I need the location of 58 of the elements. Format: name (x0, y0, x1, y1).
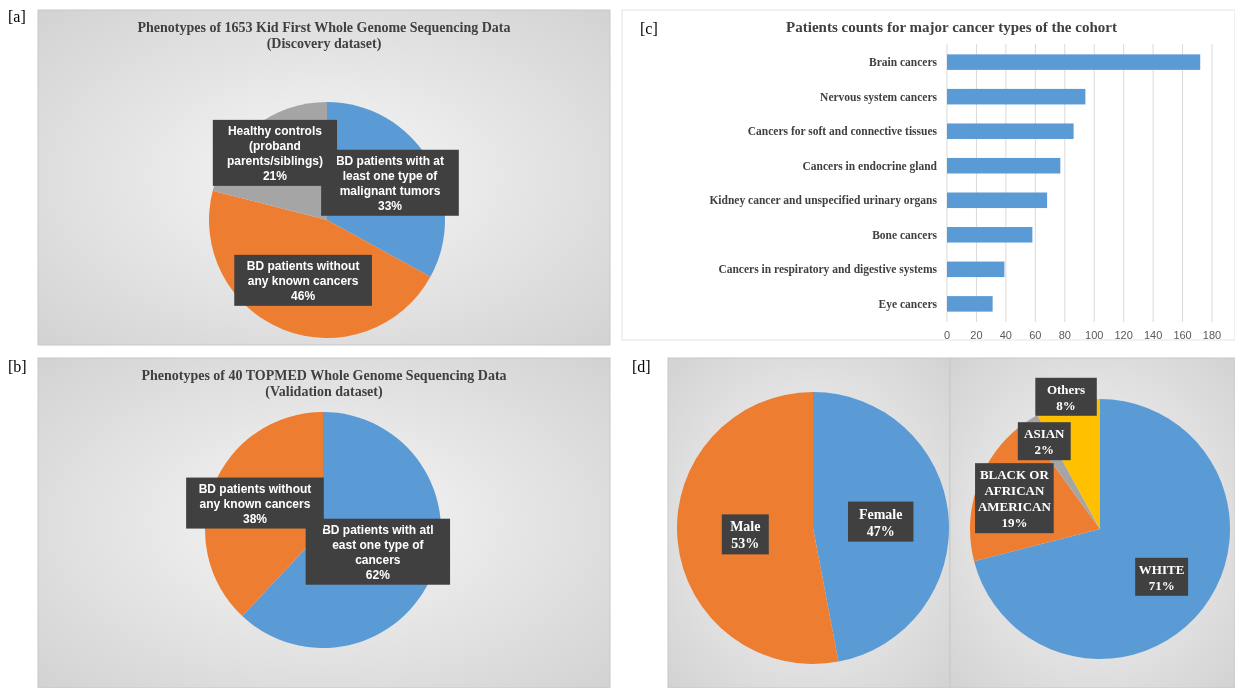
data-label: 71% (1148, 577, 1175, 593)
data-label: 47% (866, 523, 895, 539)
x-tick-label: 140 (1143, 329, 1163, 341)
data-label: 38% (242, 511, 268, 526)
y-tick-label: Eye cancers (878, 297, 938, 311)
y-tick-label: Bone cancers (872, 228, 938, 241)
bar (947, 157, 1061, 174)
y-tick-label: Cancers for soft and connective tissues (747, 125, 938, 138)
x-tick-label: 180 (1202, 329, 1222, 341)
data-label: 53% (731, 536, 760, 552)
text: [a] (8, 8, 26, 25)
data-label: 19% (1001, 515, 1028, 531)
y-tick-label: Cancers in endocrine gland (802, 159, 938, 173)
bar (947, 123, 1074, 139)
text: [c] (640, 20, 658, 37)
y-tick-label: Nervous system cancers (820, 90, 938, 104)
slice-label: BD patients with atl east one type of cancers (322, 522, 434, 567)
slice-label: BD patients without any known cancers (246, 258, 360, 288)
pie-slice (974, 399, 1230, 659)
bar (947, 227, 1033, 243)
data-label: 8% (1056, 397, 1076, 413)
x-tick-label: 100 (1085, 329, 1104, 341)
chart-title: Phenotypes of 1653 Kid First Whole Genome Sequencing Data (Discovery dataset) (137, 20, 511, 52)
slice-label: BLACK OR AFRICAN AMERICAN (977, 467, 1052, 515)
x-tick-label: 0 (943, 329, 951, 341)
data-label: 62% (365, 567, 391, 582)
y-tick-label: Brain cancers (868, 56, 938, 69)
x-tick-label: 160 (1173, 329, 1192, 341)
chart-title: Patients counts for major cancer types of the cohort (786, 19, 1117, 35)
slice-label: Male (730, 519, 761, 535)
pie-slice (677, 392, 839, 664)
text: [d] (632, 358, 651, 375)
slice-label: BD patients with at least one type of malignant tumors (335, 153, 444, 198)
x-tick-label: 20 (970, 329, 983, 341)
data-label: 33% (377, 198, 403, 213)
slice-label: Female (858, 506, 903, 522)
bar (947, 88, 1086, 105)
x-tick-label: 80 (1058, 329, 1071, 341)
bar (947, 54, 1201, 70)
y-tick-label: Cancers in respiratory and digestive systems (718, 263, 938, 277)
slice-label: WHITE (1138, 561, 1185, 577)
x-tick-label: 60 (1029, 329, 1042, 341)
y-tick-label: Kidney cancer and unspecified urinary organs (709, 194, 938, 208)
slice-label: BD patients without any known cancers (198, 481, 312, 511)
x-tick-label: 40 (999, 329, 1013, 341)
slice-label: ASIAN (1024, 426, 1066, 442)
chart-title: Phenotypes of 40 TOPMED Whole Genome Sequencing Data (Validation dataset) (141, 368, 507, 400)
text: [b] (8, 358, 27, 375)
data-label: 21% (262, 168, 288, 183)
pie-slice (813, 392, 949, 662)
data-label: 2% (1034, 442, 1055, 458)
x-tick-label: 120 (1114, 329, 1133, 341)
bar (947, 296, 993, 312)
data-label: 46% (291, 288, 316, 303)
bar (947, 192, 1048, 209)
bar (947, 261, 1005, 278)
slice-label: Healthy controls (proband parents/siblings) (226, 123, 323, 168)
slice-label: Others (1046, 381, 1086, 397)
